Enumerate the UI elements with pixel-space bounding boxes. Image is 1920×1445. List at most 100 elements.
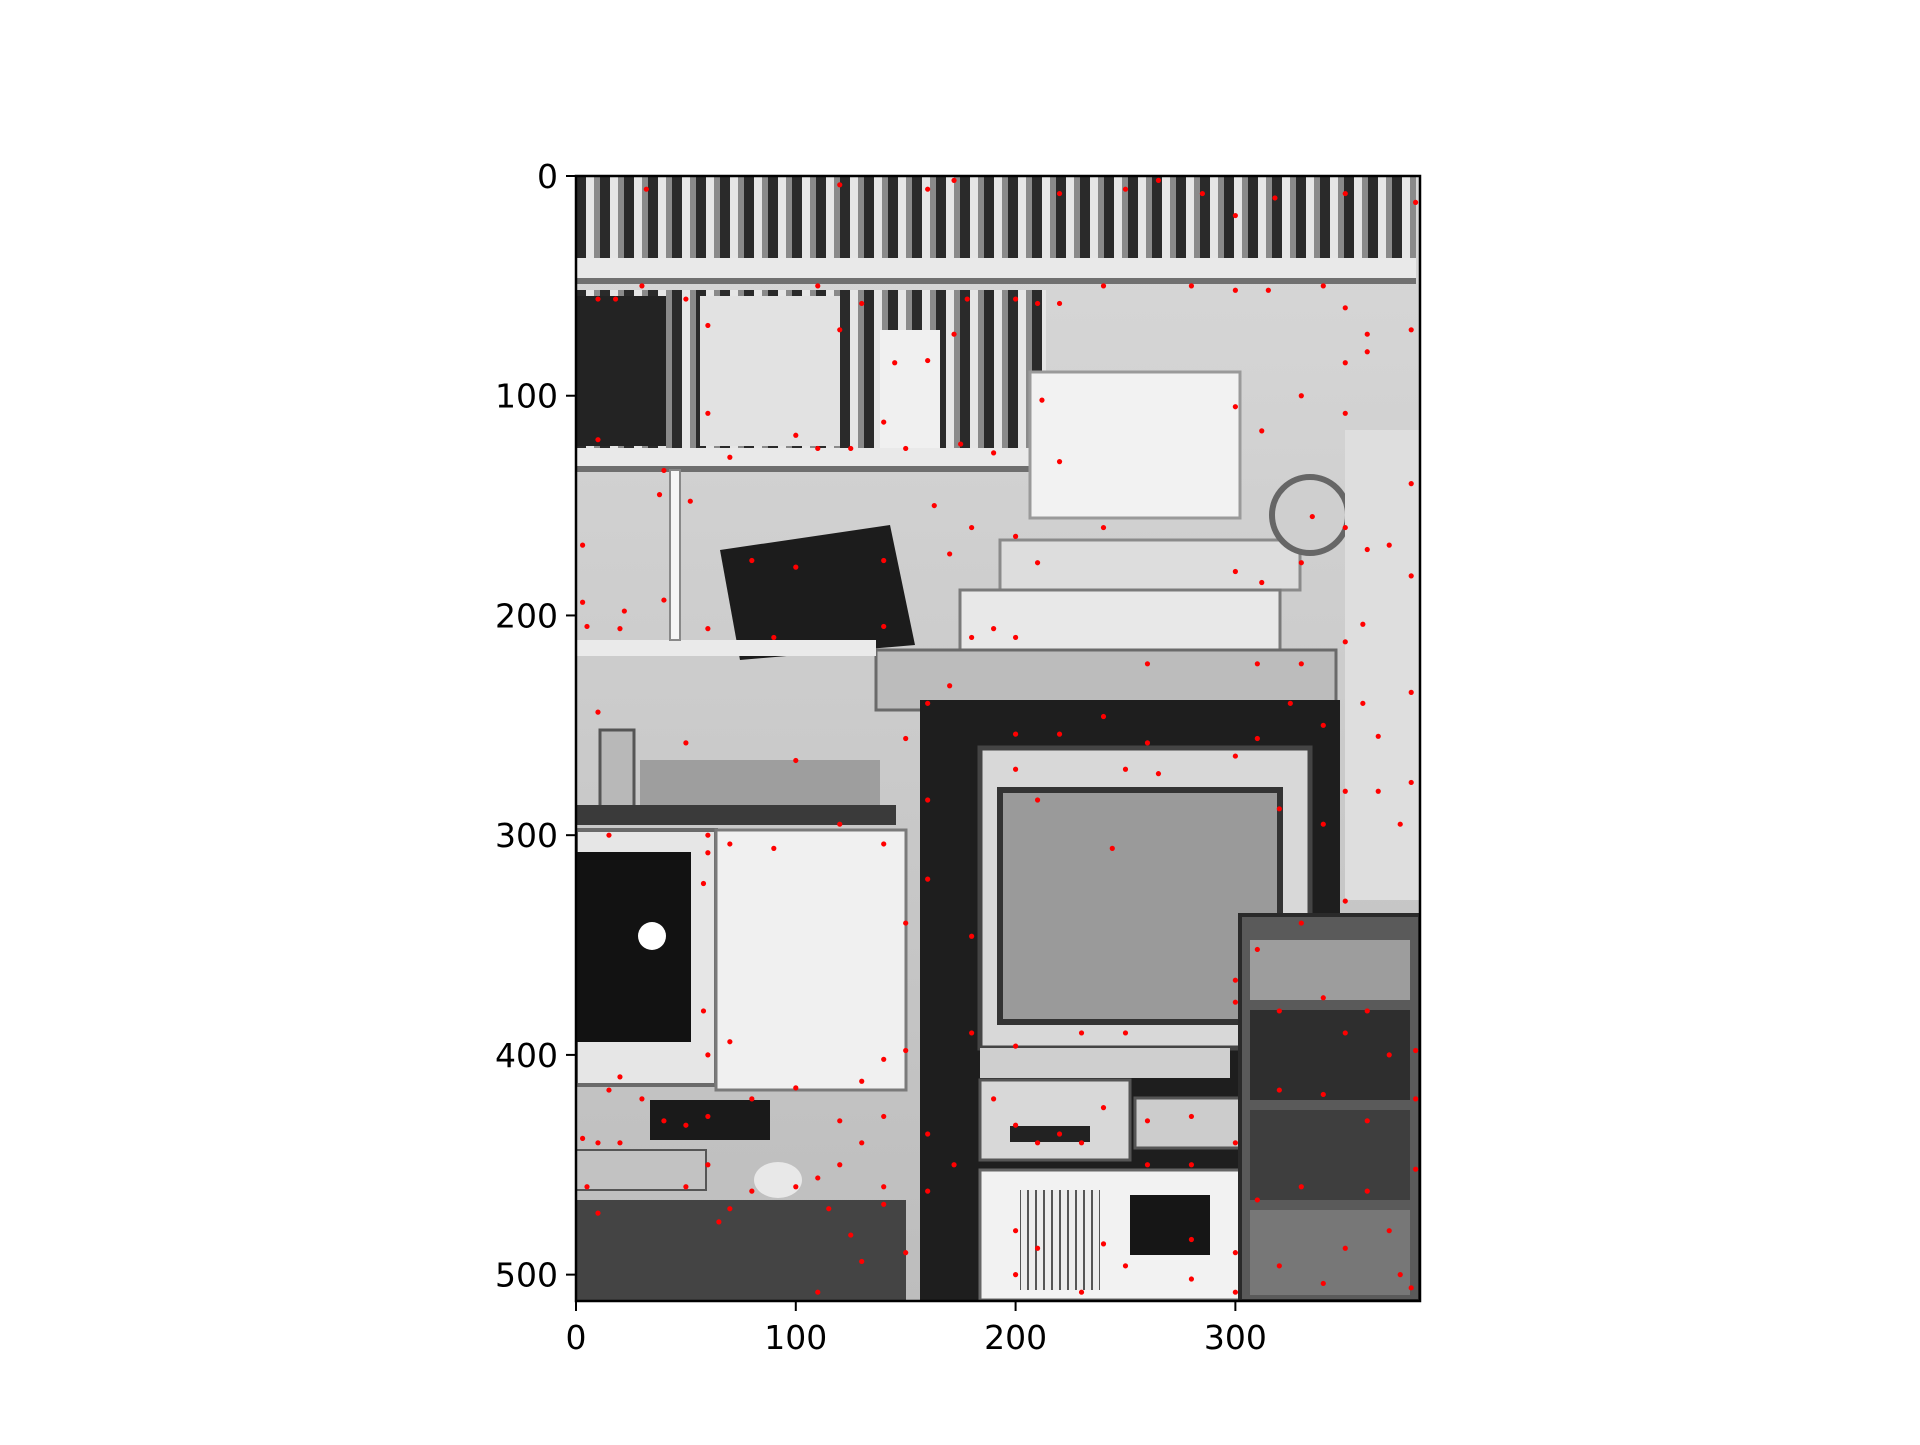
keypoint-marker: [595, 437, 601, 443]
keypoint-marker: [727, 1039, 733, 1045]
keypoint-marker: [1276, 1087, 1282, 1093]
keypoint-marker: [925, 1131, 931, 1137]
keypoint-marker: [584, 1184, 590, 1190]
keypoint-marker: [1309, 513, 1315, 520]
keypoint-marker: [1188, 1162, 1195, 1168]
keypoint-marker: [1342, 1245, 1348, 1251]
keypoint-marker: [969, 524, 975, 531]
keypoint-marker: [771, 845, 777, 851]
keypoint-marker: [1320, 821, 1326, 827]
keypoint-marker: [1144, 1162, 1151, 1168]
keypoint-marker: [1342, 1030, 1348, 1036]
keypoint-marker: [1100, 1105, 1107, 1111]
keypoint-marker: [925, 357, 931, 364]
keypoint-marker: [1232, 1250, 1238, 1256]
y-tick-label: 0: [537, 157, 558, 196]
keypoint-marker: [1342, 898, 1348, 904]
keypoint-marker: [848, 445, 854, 452]
keypoint-marker: [931, 502, 937, 509]
keypoint-marker: [1254, 1197, 1260, 1203]
keypoint-marker: [1320, 1280, 1326, 1287]
keypoint-marker: [1078, 1140, 1085, 1146]
keypoint-marker: [1199, 190, 1206, 197]
keypoint-marker: [837, 1162, 843, 1168]
keypoint-marker: [705, 322, 711, 329]
keypoint-marker: [1144, 661, 1151, 667]
axes-frame: [574, 174, 1422, 1303]
keypoint-marker: [881, 1113, 887, 1120]
keypoint-marker: [1188, 1236, 1195, 1243]
keypoint-marker: [1232, 212, 1238, 219]
keypoint-marker: [1375, 733, 1381, 739]
keypoint-marker: [606, 832, 612, 838]
keypoint-marker: [1122, 186, 1129, 192]
keypoint-marker: [947, 683, 953, 689]
keypoint-marker: [1056, 300, 1063, 307]
keypoint-marker: [1056, 1131, 1063, 1137]
keypoint-marker: [859, 300, 865, 307]
keypoint-marker: [793, 432, 799, 438]
keypoint-marker: [687, 498, 693, 504]
keypoint-marker: [606, 1087, 612, 1093]
keypoint-marker: [1408, 1285, 1414, 1291]
keypoint-marker: [1144, 740, 1151, 746]
keypoint-marker: [1232, 404, 1238, 410]
keypoint-marker: [1408, 327, 1414, 333]
keypoint-marker: [595, 709, 601, 715]
keypoint-marker: [1364, 1118, 1370, 1124]
keypoint-marker: [749, 1188, 755, 1194]
keypoint-marker: [584, 623, 590, 630]
keypoint-marker: [661, 1118, 667, 1124]
keypoint-marker: [1012, 1043, 1019, 1049]
keypoint-marker: [1254, 735, 1260, 742]
keypoint-marker: [815, 1175, 821, 1181]
y-tick-label: 500: [495, 1256, 558, 1295]
keypoint-marker: [815, 283, 821, 289]
keypoint-marker: [881, 841, 887, 847]
keypoint-marker: [656, 492, 663, 498]
keypoint-marker: [1259, 579, 1265, 586]
keypoint-marker: [683, 1184, 689, 1190]
keypoint-marker: [991, 626, 997, 632]
keypoint-marker: [617, 1074, 623, 1080]
keypoint-marker: [925, 797, 931, 803]
keypoint-marker: [881, 1184, 887, 1190]
keypoint-marker: [837, 1118, 843, 1124]
keypoint-marker: [617, 626, 623, 632]
y-tick-label: 100: [495, 377, 558, 416]
keypoint-marker: [1342, 524, 1348, 531]
keypoint-marker: [1109, 845, 1115, 851]
keypoint-marker: [793, 564, 799, 570]
x-tick-label: 300: [1204, 1318, 1267, 1357]
keypoint-marker: [859, 1258, 865, 1265]
keypoint-marker: [1232, 977, 1238, 983]
keypoint-marker: [727, 841, 733, 847]
keypoint-marker: [1342, 788, 1348, 794]
keypoint-marker: [1056, 459, 1063, 465]
keypoint-marker: [1034, 1245, 1041, 1251]
keypoint-marker: [1232, 287, 1238, 293]
keypoint-marker: [1265, 287, 1271, 293]
keypoint-marker: [1342, 190, 1348, 197]
keypoint-marker: [958, 441, 964, 447]
keypoint-marker: [1408, 573, 1414, 579]
keypoint-marker: [1012, 533, 1019, 539]
keypoint-marker: [1039, 397, 1045, 403]
keypoint-marker: [1413, 199, 1419, 205]
keypoint-marker: [1034, 797, 1041, 803]
keypoint-marker: [705, 850, 711, 856]
keypoint-marker: [716, 1219, 722, 1225]
y-tick-label: 400: [495, 1036, 558, 1075]
keypoint-marker: [1012, 1122, 1019, 1128]
keypoint-marker: [903, 1250, 909, 1256]
keypoint-marker: [859, 1078, 865, 1084]
keypoint-marker: [1320, 1091, 1326, 1098]
keypoint-marker: [793, 1085, 799, 1091]
keypoint-marker: [837, 182, 843, 188]
keypoint-marker: [1056, 731, 1063, 737]
keypoint-marker: [881, 419, 887, 425]
keypoint-marker: [1364, 349, 1370, 355]
keypoint-marker: [1342, 639, 1348, 645]
keypoint-marker: [1386, 542, 1392, 548]
keypoint-marker: [1155, 177, 1162, 183]
